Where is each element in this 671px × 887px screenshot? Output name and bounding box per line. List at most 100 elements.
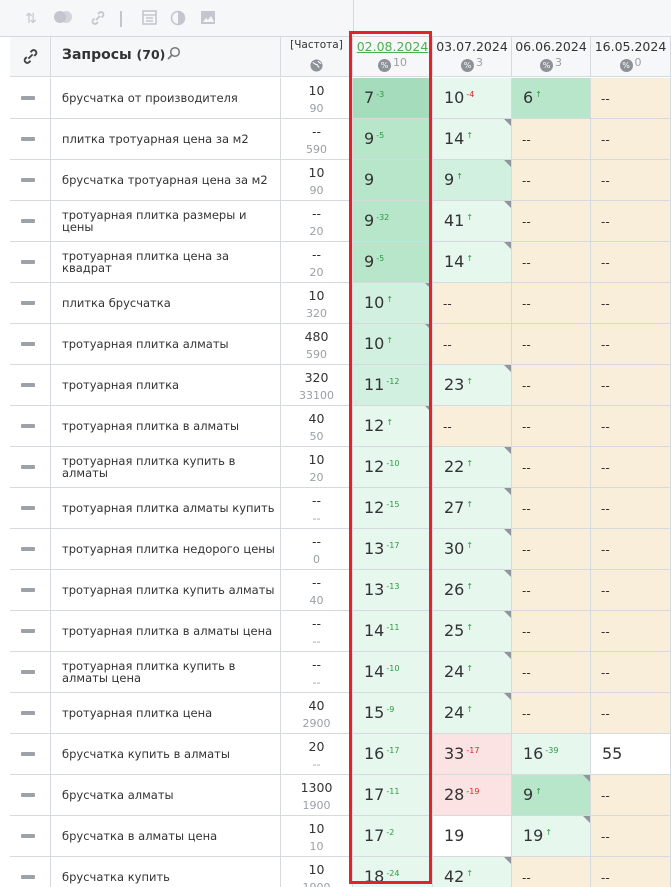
position-cell[interactable]: 14 -11 (353, 611, 433, 651)
table-row[interactable]: тротуарная плитка цена за квадрат -- 20 9 -5… (10, 242, 671, 283)
table-row[interactable]: тротуарная плитка алматы купить -- -- 12 -15… (10, 488, 671, 529)
table-row[interactable]: тротуарная плитка 320 33100 11 -12 23 ↑ -- -- (10, 365, 671, 406)
image-icon[interactable] (199, 10, 217, 28)
position-cell[interactable]: 33 -17 (433, 734, 512, 774)
position-cell[interactable]: -- (591, 447, 671, 487)
row-toggle-cell[interactable] (10, 857, 51, 887)
position-cell[interactable]: -- (591, 611, 671, 651)
minus-icon[interactable] (21, 96, 35, 100)
position-cell[interactable]: 6 ↑ (512, 78, 591, 118)
row-toggle-cell[interactable] (10, 693, 51, 733)
minus-icon[interactable] (21, 588, 35, 592)
position-cell[interactable]: -- (512, 406, 591, 446)
table-row[interactable]: тротуарная плитка размеры и цены -- 20 9 -32… (10, 201, 671, 242)
toggle-icon[interactable] (54, 10, 72, 28)
position-cell[interactable]: 19 (433, 816, 512, 856)
position-cell[interactable]: 9 -5 (353, 242, 433, 282)
row-toggle-cell[interactable] (10, 652, 51, 692)
minus-icon[interactable] (21, 260, 35, 264)
table-row[interactable]: брусчатка алматы 1300 1900 17 -11 28 -19 9 ↑ -- (10, 775, 671, 816)
minus-icon[interactable] (21, 793, 35, 797)
position-cell[interactable]: 12 ↑ (353, 406, 433, 446)
minus-icon[interactable] (21, 629, 35, 633)
position-cell[interactable]: 15 -9 (353, 693, 433, 733)
position-cell[interactable]: -- (591, 119, 671, 159)
position-cell[interactable]: 17 -2 (353, 816, 433, 856)
row-toggle-cell[interactable] (10, 119, 51, 159)
position-cell[interactable]: -- (591, 775, 671, 815)
row-toggle-cell[interactable] (10, 488, 51, 528)
table-row[interactable]: тротуарная плитка в алматы 40 50 12 ↑ -- -- -- (10, 406, 671, 447)
position-cell[interactable]: 24 ↑ (433, 693, 512, 733)
row-toggle-cell[interactable] (10, 283, 51, 323)
position-cell[interactable]: -- (591, 324, 671, 364)
table-row[interactable]: плитка тротуарная цена за м2 -- 590 9 -5 14 ↑ -… (10, 119, 671, 160)
minus-icon[interactable] (21, 547, 35, 551)
row-toggle-cell[interactable] (10, 365, 51, 405)
position-cell[interactable]: -- (512, 160, 591, 200)
position-cell[interactable]: 41 ↑ (433, 201, 512, 241)
row-toggle-cell[interactable] (10, 160, 51, 200)
row-toggle-cell[interactable] (10, 611, 51, 651)
position-cell[interactable]: -- (512, 570, 591, 610)
position-cell[interactable]: -- (512, 857, 591, 887)
position-cell[interactable]: -- (591, 365, 671, 405)
position-cell[interactable]: -- (512, 488, 591, 528)
position-cell[interactable]: 55 (591, 734, 671, 774)
position-cell[interactable]: 30 ↑ (433, 529, 512, 569)
position-cell[interactable]: 10 -4 (433, 78, 512, 118)
row-toggle-cell[interactable] (10, 78, 51, 118)
position-cell[interactable]: -- (591, 488, 671, 528)
table-row[interactable]: брусчатка от производителя 10 90 7 -3 10 -4 6 ↑ -… (10, 78, 671, 119)
table-row[interactable]: брусчатка тротуарная цена за м2 10 90 9 9 ↑ --… (10, 160, 671, 201)
date-column-0[interactable]: 02.08.2024 % 10 (353, 37, 433, 76)
minus-icon[interactable] (21, 342, 35, 346)
position-cell[interactable]: -- (433, 406, 512, 446)
row-toggle-cell[interactable] (10, 775, 51, 815)
row-toggle-cell[interactable] (10, 529, 51, 569)
contrast-icon[interactable] (169, 10, 187, 28)
table-row[interactable]: плитка брусчатка 10 320 10 ↑ -- -- -- (10, 283, 671, 324)
position-cell[interactable]: 9 ↑ (433, 160, 512, 200)
position-cell[interactable]: 26 ↑ (433, 570, 512, 610)
position-cell[interactable]: -- (591, 283, 671, 323)
position-cell[interactable]: 18 -24 (353, 857, 433, 887)
position-cell[interactable]: -- (512, 447, 591, 487)
minus-icon[interactable] (21, 137, 35, 141)
position-cell[interactable]: -- (512, 652, 591, 692)
minus-icon[interactable] (21, 178, 35, 182)
position-cell[interactable]: -- (512, 529, 591, 569)
position-cell[interactable]: 14 ↑ (433, 119, 512, 159)
row-toggle-cell[interactable] (10, 570, 51, 610)
minus-icon[interactable] (21, 875, 35, 879)
date-label[interactable]: 16.05.2024 (594, 39, 667, 54)
position-cell[interactable]: -- (512, 201, 591, 241)
position-cell[interactable]: 25 ↑ (433, 611, 512, 651)
minus-icon[interactable] (21, 383, 35, 387)
date-column-2[interactable]: 06.06.2024 % 3 (512, 37, 591, 76)
minus-icon[interactable] (21, 752, 35, 756)
link-icon[interactable] (22, 48, 39, 65)
row-toggle-cell[interactable] (10, 816, 51, 856)
position-cell[interactable]: 16 -17 (353, 734, 433, 774)
date-column-1[interactable]: 03.07.2024 % 3 (433, 37, 512, 76)
row-toggle-cell[interactable] (10, 201, 51, 241)
position-cell[interactable]: -- (512, 283, 591, 323)
row-toggle-cell[interactable] (10, 406, 51, 446)
position-cell[interactable]: -- (512, 365, 591, 405)
position-cell[interactable]: -- (512, 242, 591, 282)
minus-icon[interactable] (21, 424, 35, 428)
position-cell[interactable]: 7 -3 (353, 78, 433, 118)
minus-icon[interactable] (21, 711, 35, 715)
minus-icon[interactable] (21, 465, 35, 469)
position-cell[interactable]: 22 ↑ (433, 447, 512, 487)
position-cell[interactable]: 42 ↑ (433, 857, 512, 887)
position-cell[interactable]: 10 ↑ (353, 283, 433, 323)
table-row[interactable]: брусчатка купить 10 1900 18-24 42↑ -- -- (10, 857, 671, 887)
position-cell[interactable]: -- (512, 324, 591, 364)
position-cell[interactable]: 9 (353, 160, 433, 200)
position-cell[interactable]: -- (591, 529, 671, 569)
position-cell[interactable]: -- (591, 570, 671, 610)
position-cell[interactable]: 28 -19 (433, 775, 512, 815)
minus-icon[interactable] (21, 834, 35, 838)
